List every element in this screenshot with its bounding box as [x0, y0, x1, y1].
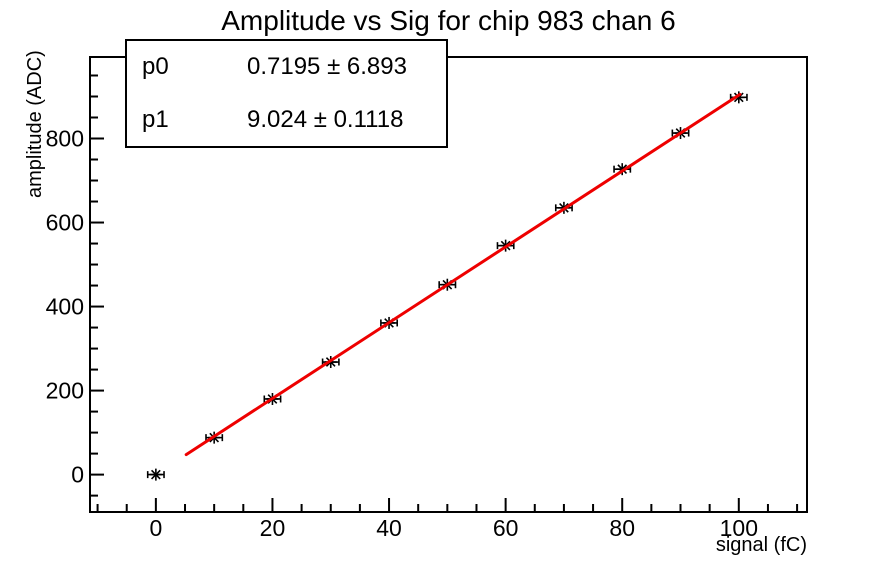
- stats-param-value: 9.024 ± 0.1118: [247, 105, 404, 133]
- stats-param-label: p0: [142, 53, 169, 81]
- stats-row: p0 0.7195 ± 6.893: [127, 41, 446, 94]
- y-tick-label: 0: [71, 462, 84, 488]
- marker-asterisk: [151, 469, 161, 480]
- stats-row: p1 9.024 ± 0.1118: [127, 94, 446, 147]
- x-tick-label: 20: [260, 515, 286, 541]
- x-tick-label: 60: [493, 515, 519, 541]
- x-tick-label: 0: [149, 515, 162, 541]
- stats-param-label: p1: [142, 105, 169, 133]
- x-tick-label: 40: [376, 515, 402, 541]
- x-tick-label: 80: [609, 515, 635, 541]
- y-tick-label: 800: [46, 126, 84, 152]
- y-tick-label: 600: [46, 210, 84, 236]
- chart-title: Amplitude vs Sig for chip 983 chan 6: [221, 5, 676, 36]
- x-tick-label: 100: [720, 515, 758, 541]
- y-tick-label: 200: [46, 378, 84, 404]
- y-tick-label: 400: [46, 294, 84, 320]
- marker-asterisk: [733, 92, 744, 103]
- axis-frame: [89, 56, 808, 513]
- x-axis-title: signal (fC): [715, 534, 807, 556]
- y-axis-title: amplitude (ADC): [24, 50, 46, 198]
- data-point: [146, 468, 165, 481]
- stats-box: p0 0.7195 ± 6.893 p1 9.024 ± 0.1118: [125, 39, 448, 148]
- stats-param-value: 0.7195 ± 6.893: [247, 53, 407, 81]
- fit-line: [184, 92, 742, 457]
